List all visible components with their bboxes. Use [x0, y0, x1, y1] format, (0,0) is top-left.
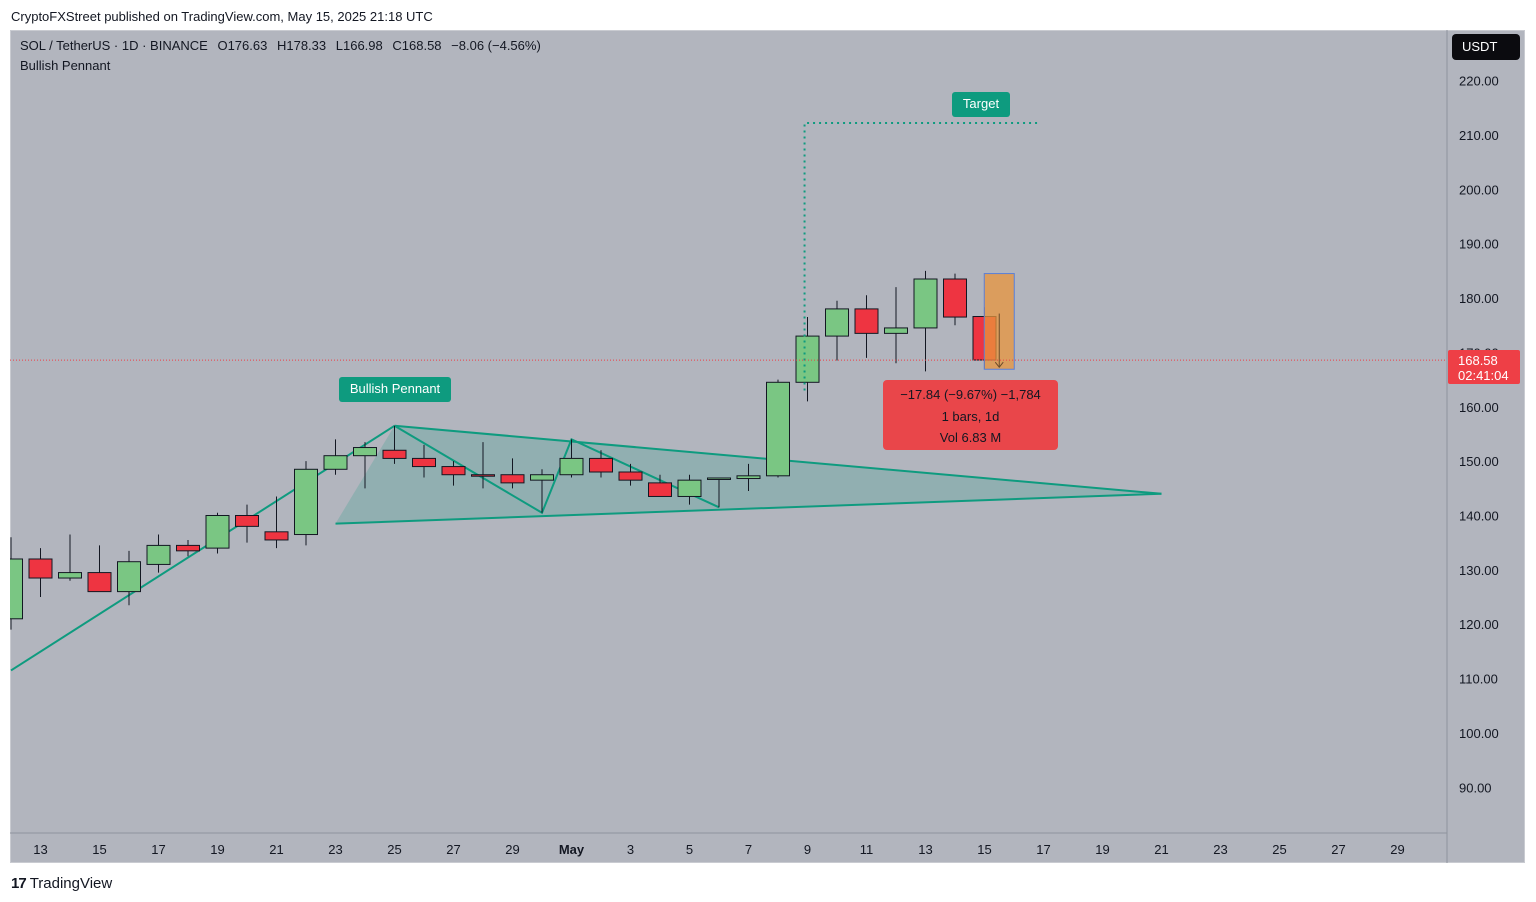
candle-body: [736, 475, 761, 480]
candle-body: [441, 466, 466, 476]
price-axis[interactable]: 220.00210.00200.00190.00180.00170.00160.…: [1459, 74, 1499, 796]
x-tick-label: 25: [1272, 842, 1286, 857]
candle-body: [264, 531, 289, 541]
candle-body: [589, 457, 613, 473]
candle-body: [854, 308, 879, 334]
measure-change: −17.84 (−9.67%) −1,784: [900, 387, 1041, 402]
symbol-header: SOL / TetherUS · 1D · BINANCE O176.63 H1…: [20, 38, 547, 53]
price-chart[interactable]: 220.00210.00200.00190.00180.00170.00160.…: [10, 30, 1525, 863]
x-tick-label: 27: [1331, 842, 1345, 857]
last-price-value: 168.58: [1458, 353, 1498, 368]
x-tick-label: 11: [860, 842, 874, 857]
x-tick-label: 21: [1154, 842, 1168, 857]
overlay-layer: [10, 121, 1447, 391]
x-tick-label: 17: [1036, 842, 1050, 857]
x-tick-label: May: [559, 842, 585, 857]
ohlc-open: O176.63: [217, 38, 268, 53]
ohlc-close: C168.58: [392, 38, 442, 53]
x-tick-label: 19: [210, 842, 224, 857]
candle-body: [294, 468, 318, 536]
footer-branding[interactable]: 17 TradingView: [11, 875, 112, 892]
candle-body: [10, 558, 23, 620]
y-tick-label: 200.00: [1459, 182, 1499, 197]
y-tick-label: 210.00: [1459, 128, 1499, 143]
candle-body: [913, 278, 938, 329]
ohlc-low: L166.98: [335, 38, 383, 53]
candle-body: [500, 474, 525, 484]
indicator-label[interactable]: Bullish Pennant: [20, 58, 111, 73]
candle-body: [766, 381, 790, 477]
x-tick-label: 25: [387, 842, 401, 857]
pennant-label[interactable]: Bullish Pennant: [339, 377, 451, 402]
candle-body: [146, 544, 171, 565]
measure-arrow-head: [994, 361, 1004, 369]
y-tick-label: 130.00: [1459, 563, 1499, 578]
x-tick-label: 29: [1390, 842, 1404, 857]
y-tick-label: 190.00: [1459, 237, 1499, 252]
x-tick-label: 13: [918, 842, 932, 857]
y-tick-label: 220.00: [1459, 74, 1499, 89]
ohlc-high: H178.33: [276, 38, 327, 53]
y-tick-label: 100.00: [1459, 726, 1499, 741]
bar-countdown: 02:41:04: [1458, 368, 1509, 383]
y-tick-label: 160.00: [1459, 400, 1499, 415]
y-tick-label: 90.00: [1459, 780, 1492, 795]
x-tick-label: 3: [627, 842, 634, 857]
target-label[interactable]: Target: [952, 92, 1010, 117]
candle-body: [353, 447, 377, 457]
x-tick-label: 15: [92, 842, 106, 857]
currency-button[interactable]: USDT: [1452, 34, 1520, 60]
candle-body: [795, 335, 820, 383]
candle-body: [884, 327, 908, 334]
candle-body: [677, 479, 702, 497]
candle-body: [235, 514, 259, 527]
candle-body: [530, 474, 554, 481]
time-axis[interactable]: 13 15 17 19 21 23 25 27 29 May 3 5 7 9 11 13 15 17 19 21 23 2…: [33, 842, 1404, 857]
x-tick-label: 5: [686, 842, 693, 857]
last-price-label: 168.58 02:41:04: [1448, 350, 1520, 384]
candle-body: [471, 474, 495, 477]
x-tick-label: 21: [269, 842, 283, 857]
price-change: −8.06 (−4.56%): [451, 38, 541, 53]
measure-callout: −17.84 (−9.67%) −1,784 1 bars, 1d Vol 6.…: [883, 380, 1058, 450]
footer-brand: TradingView: [29, 875, 113, 892]
candle-body: [205, 514, 230, 549]
measure-bars: 1 bars, 1d: [941, 408, 1000, 424]
candle-body: [176, 544, 200, 552]
pennant-lower-line: [335, 492, 1162, 525]
candle-body: [87, 572, 112, 593]
x-tick-label: 17: [151, 842, 165, 857]
y-tick-label: 110.00: [1459, 672, 1498, 687]
symbol-title[interactable]: SOL / TetherUS · 1D · BINANCE: [20, 38, 208, 53]
publisher-line: CryptoFXStreet published on TradingView.…: [11, 9, 433, 24]
x-tick-label: 19: [1095, 842, 1109, 857]
candle-body: [618, 471, 643, 481]
candle-body: [559, 457, 584, 476]
candle-body: [825, 308, 849, 337]
x-tick-label: 27: [446, 842, 460, 857]
candle-body: [28, 558, 53, 579]
pennant-zigzag: [393, 424, 720, 515]
y-tick-label: 140.00: [1459, 508, 1499, 523]
y-tick-label: 150.00: [1459, 454, 1499, 469]
x-tick-label: 9: [804, 842, 811, 857]
x-tick-label: 15: [977, 842, 991, 857]
x-tick-label: 23: [328, 842, 342, 857]
candle-body: [412, 457, 436, 468]
candle-body: [707, 477, 731, 480]
candle-body: [382, 449, 407, 459]
x-tick-label: 29: [505, 842, 519, 857]
x-tick-label: 7: [745, 842, 752, 857]
tradingview-logo-icon: 17: [11, 875, 27, 892]
candle-body: [58, 572, 82, 579]
y-tick-label: 180.00: [1459, 291, 1499, 306]
candle-body: [648, 482, 672, 497]
candle-body: [323, 455, 348, 470]
measure-volume: Vol 6.83 M: [939, 430, 1002, 445]
x-tick-label: 13: [33, 842, 47, 857]
candle-body: [117, 561, 141, 593]
y-tick-label: 120.00: [1459, 617, 1499, 632]
candle-body: [943, 278, 967, 318]
x-tick-label: 23: [1213, 842, 1227, 857]
